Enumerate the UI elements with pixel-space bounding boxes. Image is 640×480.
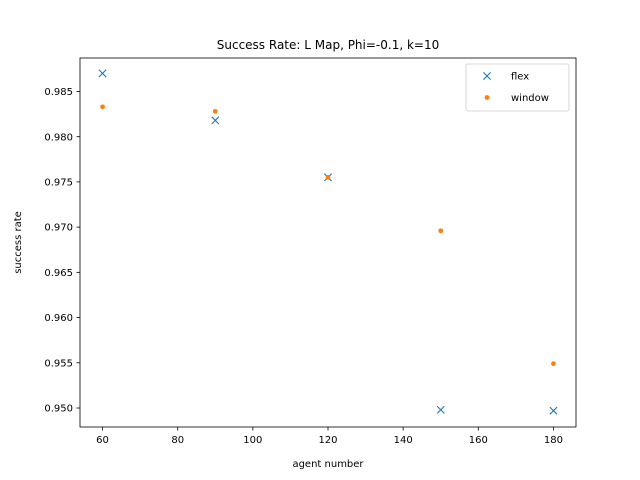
y-tick-label: 0.985 [44,87,73,98]
y-tick-label: 0.975 [44,178,73,189]
legend: flex window [465,63,570,112]
data-point-window [438,228,444,234]
data-point-window [551,361,556,367]
data-points [98,69,558,415]
y-tick-label: 0.950 [44,404,73,415]
data-point-flex [549,406,558,415]
data-point-flex [98,69,107,78]
y-axis-label: success rate [13,211,24,274]
data-point-flex [211,116,220,125]
data-point-window [325,174,331,180]
x-tick-label: 180 [544,435,563,446]
data-point-window [100,104,105,110]
legend-box [465,63,570,112]
x-tick-label: 80 [171,435,184,446]
x-tick-label: 140 [394,435,413,446]
plot-frame [79,57,577,428]
y-tick-label: 0.970 [44,223,73,234]
x-tick-label: 120 [318,435,337,446]
legend-marker-flex [483,72,491,80]
y-tick-label: 0.960 [44,313,73,324]
legend-marker-window [484,95,490,100]
marker-stroke [436,405,445,414]
marker-stroke [98,69,107,78]
axis-ticks: 60 80 100 120 140 160 180 0.950 0.955 0.960 0.965 0… [44,87,563,446]
y-tick-label: 0.955 [44,358,73,369]
legend-label-flex: flex [511,72,529,83]
data-point-flex [436,405,445,414]
marker-stroke [211,116,220,125]
x-axis-label: agent number [292,459,364,470]
x-tick-label: 100 [243,435,262,446]
legend-label-window: window [511,93,549,104]
chart-title: Success Rate: L Map, Phi=-0.1, k=10 [217,38,440,52]
data-point-window [212,108,218,114]
y-tick-label: 0.980 [44,132,73,143]
y-tick-label: 0.965 [44,268,73,279]
x-tick-label: 60 [96,435,109,446]
marker-stroke [549,406,558,415]
marker-stroke [483,72,491,80]
x-tick-label: 160 [469,435,488,446]
